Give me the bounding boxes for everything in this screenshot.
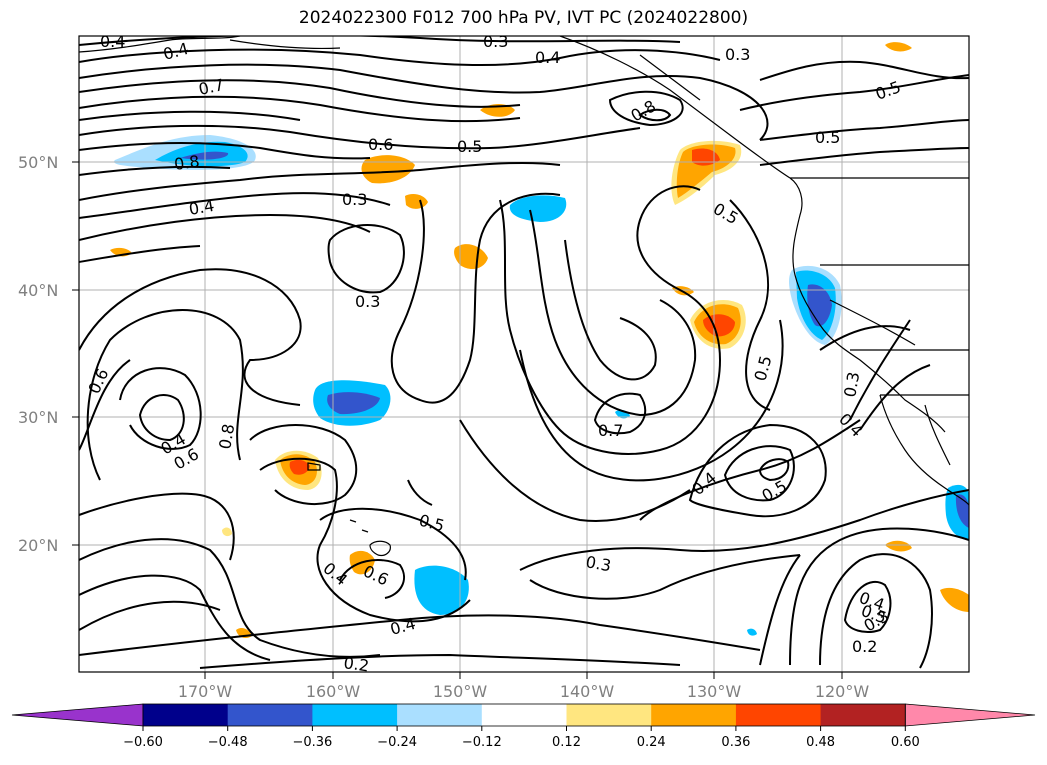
- colorbar-segment: [481, 704, 567, 726]
- contour-label: 0.4: [187, 196, 215, 219]
- colorbar-tick-label: −0.12: [462, 735, 502, 750]
- colorbar-tick-label: 0.60: [891, 735, 920, 750]
- colorbar-tick-label: −0.24: [377, 735, 417, 750]
- colorbar-segment: [820, 704, 906, 726]
- contour-labels: 0.4 0.4 0.7 0.8 0.4 0.6 0.3 0.4 0.3 0.5 …: [84, 32, 903, 675]
- contour-label: 0.3: [355, 292, 380, 311]
- contour-label: 0.7: [197, 75, 226, 99]
- colorbar-segment: [651, 704, 737, 726]
- contour-label: 0.2: [852, 637, 877, 656]
- lat-axis: 50°N 40°N 30°N 20°N: [18, 153, 79, 555]
- lat-label: 40°N: [18, 281, 58, 300]
- contour-label: 0.6: [368, 135, 393, 154]
- contour-label: 0.3: [342, 190, 367, 209]
- colorbar-tick-label: −0.60: [123, 735, 163, 750]
- lon-label: 120°W: [815, 682, 870, 701]
- contour-label: 0.8: [215, 422, 238, 450]
- contour-label: 0.3: [725, 45, 750, 64]
- contour-label: 0.8: [173, 152, 201, 174]
- colorbar-tick-label: −0.36: [292, 735, 332, 750]
- contour-label: 0.4: [535, 48, 560, 67]
- contour-label: 0.5: [815, 128, 840, 147]
- contour-label: 0.7: [598, 421, 623, 440]
- colorbar-segment: [735, 704, 822, 726]
- contour-label: 0.3: [584, 552, 612, 575]
- map-frame: [78, 35, 970, 673]
- colorbar: −0.60 −0.48 −0.36 −0.24 −0.12 0.12 0.24 0.36 0.4…: [11, 703, 1036, 750]
- colorbar-outline: [142, 703, 906, 727]
- lat-label: 20°N: [18, 536, 58, 555]
- gridlines: [79, 36, 969, 672]
- lon-label: 140°W: [560, 682, 615, 701]
- colorbar-segment: [566, 704, 652, 726]
- lon-label: 130°W: [687, 682, 742, 701]
- lon-label: 170°W: [178, 682, 233, 701]
- lon-label: 160°W: [306, 682, 361, 701]
- colorbar-segment: [397, 704, 483, 726]
- colorbar-segment: [227, 704, 313, 726]
- colorbar-extend-min: [11, 703, 144, 727]
- colorbar-tick-label: 0.36: [721, 735, 750, 750]
- contour-label: 0.5: [457, 137, 482, 156]
- colorbar-segment: [143, 704, 229, 726]
- contour-label: 0.3: [483, 32, 508, 51]
- colorbar-segment: [312, 704, 398, 726]
- contour-label: 0.4: [100, 32, 125, 51]
- colorbar-tick-label: 0.48: [806, 735, 835, 750]
- colorbar-tick-label: −0.48: [208, 735, 248, 750]
- lat-label: 50°N: [18, 153, 58, 172]
- lat-label: 30°N: [18, 408, 58, 427]
- lon-label: 150°W: [433, 682, 488, 701]
- colorbar-tick-label: 0.12: [552, 735, 581, 750]
- chart-title: 2024022300 F012 700 hPa PV, IVT PC (2024…: [298, 8, 749, 28]
- lon-axis: 170°W 160°W 150°W 140°W 130°W 120°W: [178, 672, 870, 701]
- coastlines: [79, 36, 969, 557]
- contour-label: 0.2: [342, 653, 370, 675]
- contour-label: 0.3: [840, 370, 863, 398]
- pv-contours: [79, 36, 969, 669]
- colorbar-tick-label: 0.24: [637, 735, 666, 750]
- colorbar-extend-max: [904, 703, 1036, 727]
